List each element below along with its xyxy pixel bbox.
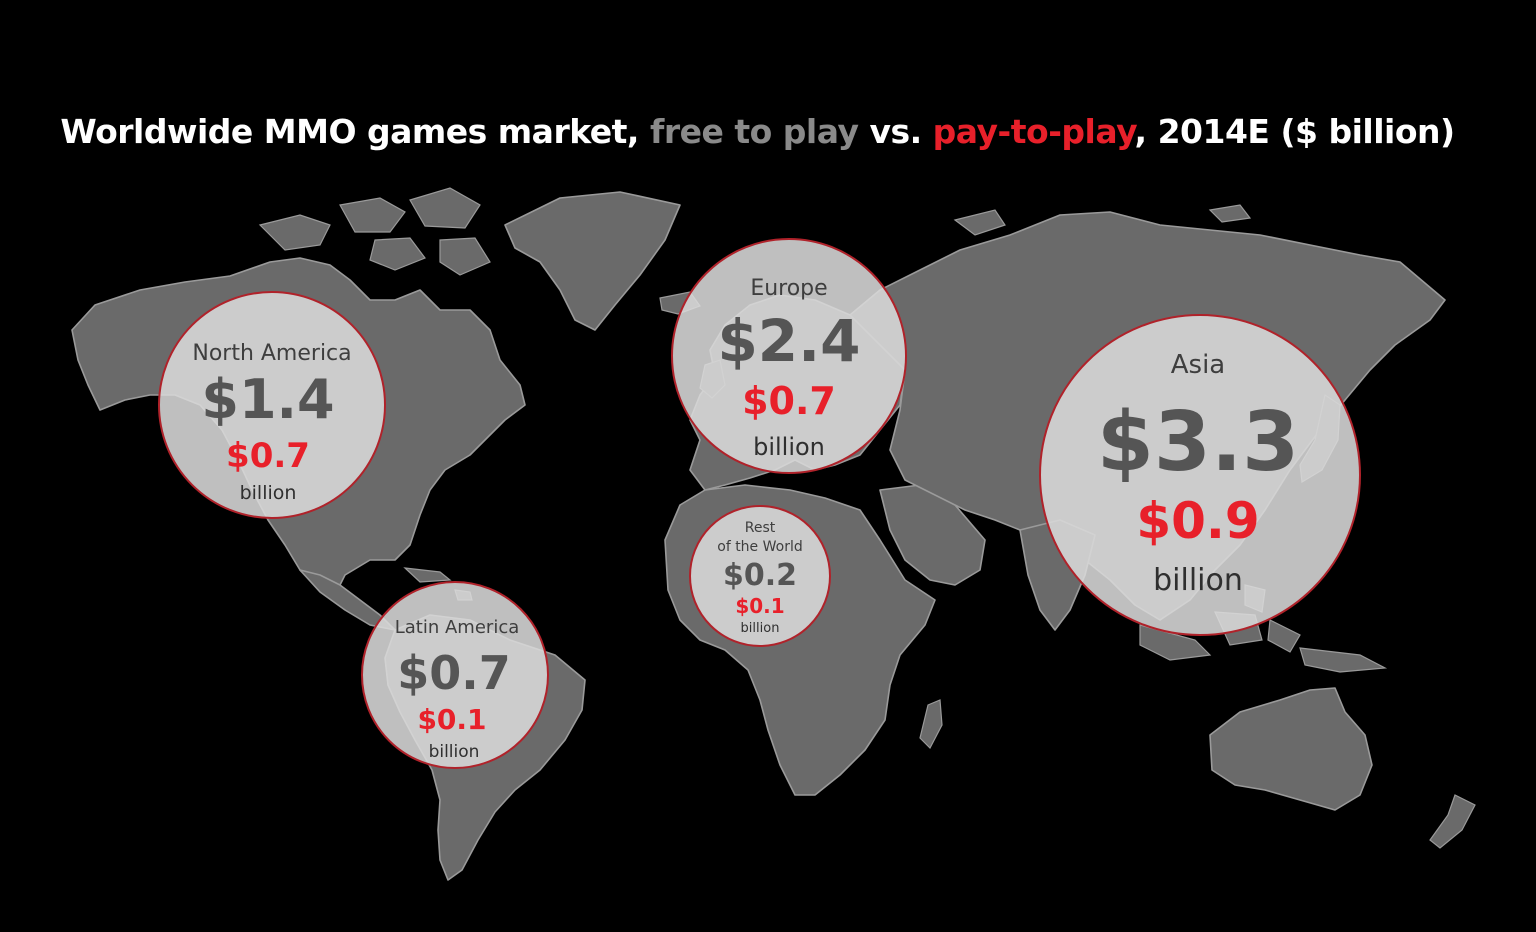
unit-label: billion (753, 433, 825, 461)
unit-label: billion (1153, 563, 1243, 598)
pay-to-play-value: $0.9 (1136, 492, 1259, 550)
bubble-north-america: North America $1.4 $0.7 billion (158, 291, 386, 519)
bubble-circle (361, 581, 549, 769)
greenland-landmass (504, 191, 681, 331)
region-name: Europe (750, 276, 827, 301)
pay-to-play-value: $0.1 (417, 703, 486, 736)
region-name: North America (192, 341, 351, 366)
bubble-circle (671, 238, 907, 474)
free-to-play-value: $3.3 (1097, 395, 1299, 490)
title-part2: vs. (858, 112, 933, 151)
title-part3: , 2014E ($ billion) (1134, 112, 1456, 151)
australia-landmass (1209, 687, 1373, 811)
free-to-play-value: $2.4 (717, 307, 860, 375)
bubble-circle (1039, 314, 1361, 636)
bubble-europe: Europe $2.4 $0.7 billion (671, 238, 907, 474)
bubble-asia: Asia $3.3 $0.9 billion (1039, 314, 1361, 636)
title-free-label: free to play (649, 112, 859, 151)
region-name: Asia (1171, 350, 1226, 380)
free-to-play-value: $1.4 (201, 368, 334, 431)
bubble-circle (158, 291, 386, 519)
title-pay-label: pay-to-play (932, 112, 1135, 151)
pay-to-play-value: $0.1 (735, 594, 784, 618)
unit-label: billion (741, 621, 780, 636)
bubble-latin-america: Latin America $0.7 $0.1 billion (361, 581, 549, 769)
region-name-line2: of the World (717, 539, 803, 555)
free-to-play-value: $0.7 (397, 646, 511, 700)
free-to-play-value: $0.2 (723, 558, 797, 593)
unit-label: billion (240, 482, 297, 504)
pay-to-play-value: $0.7 (226, 436, 310, 476)
region-name: Latin America (395, 617, 520, 638)
pay-to-play-value: $0.7 (742, 379, 836, 423)
title-part1: Worldwide MMO games market, (60, 112, 650, 151)
bubble-rest-of-world: Rest of the World $0.2 $0.1 billion (689, 505, 831, 647)
bubble-circle (689, 505, 831, 647)
unit-label: billion (429, 742, 480, 762)
region-name-line1: Rest (745, 520, 776, 536)
chart-title: Worldwide MMO games market, free to play… (0, 112, 1515, 151)
